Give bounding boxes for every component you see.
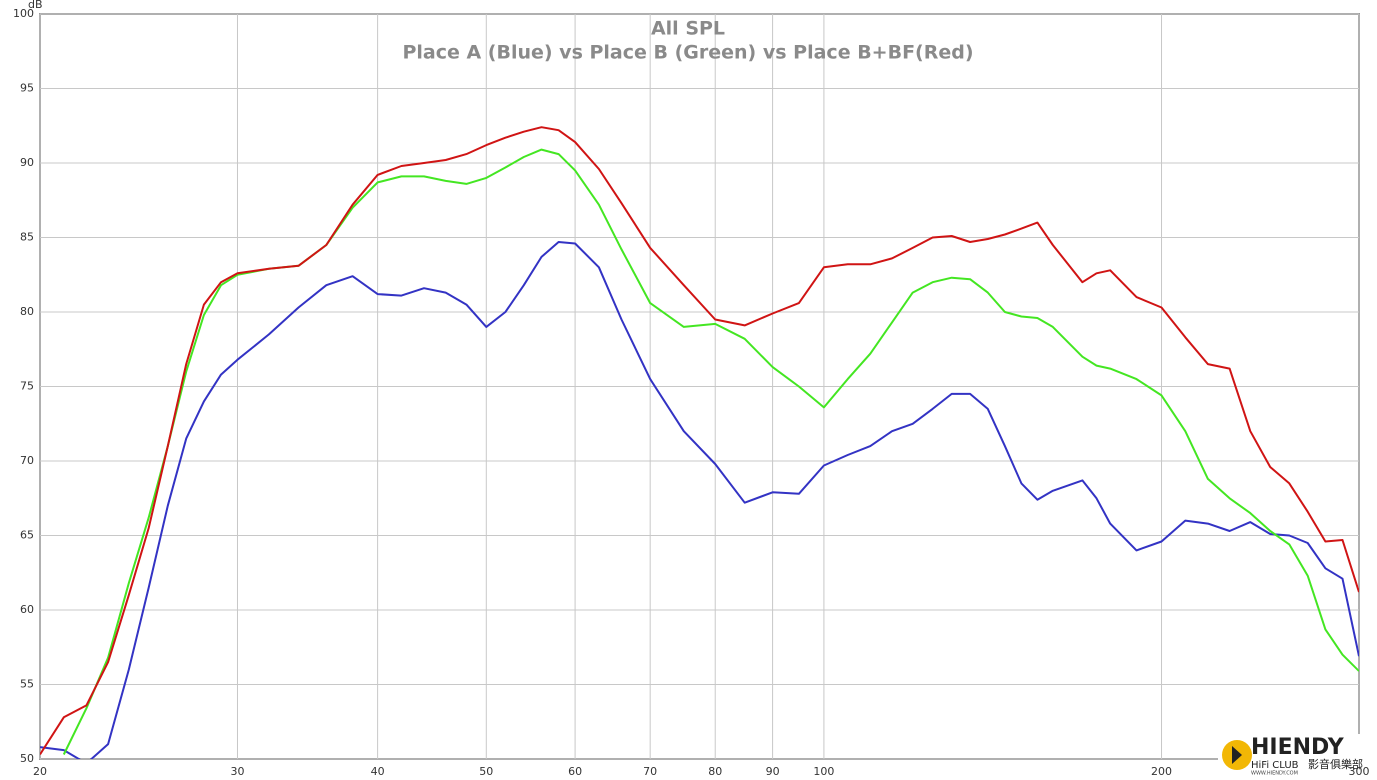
x-tick-label: 100 <box>813 765 834 778</box>
logo-brand: HIENDY <box>1251 735 1345 760</box>
y-tick-label: 70 <box>20 454 34 467</box>
grid <box>39 13 1360 760</box>
x-tick-label: 50 <box>479 765 493 778</box>
x-tick-label: 90 <box>766 765 780 778</box>
y-axis-label: dB <box>28 0 43 11</box>
lines <box>40 126 1359 759</box>
x-tick-label: 70 <box>643 765 657 778</box>
y-tick-label: 60 <box>20 603 34 616</box>
x-tick-label: 60 <box>568 765 582 778</box>
y-tick-label: 65 <box>20 529 34 542</box>
y-tick-label: 95 <box>20 82 34 95</box>
logo-icon-mark <box>1232 746 1242 764</box>
chart-title: All SPL <box>651 18 725 40</box>
y-tick-label: 90 <box>20 156 34 169</box>
y-tick-label: 80 <box>20 305 34 318</box>
logo-chinese: 影音俱樂部 <box>1308 757 1363 771</box>
chart-subtitle: Place A (Blue) vs Place B (Green) vs Pla… <box>402 42 973 64</box>
y-tick-label: 50 <box>20 752 34 765</box>
x-tick-label: 30 <box>230 765 244 778</box>
series-line <box>40 241 1359 759</box>
x-tick-label: 40 <box>371 765 385 778</box>
y-tick-label: 75 <box>20 380 34 393</box>
series-line <box>40 126 1359 756</box>
x-tick-label: 300 <box>1349 765 1370 778</box>
x-tick-label: 20 <box>33 765 47 778</box>
logo: HIENDY HiFi CLUB 影音俱樂部 WWW.HIENDY.COM <box>1218 734 1377 780</box>
x-tick-label: 80 <box>708 765 722 778</box>
y-tick-label: 85 <box>20 231 34 244</box>
logo-url: WWW.HIENDY.COM <box>1251 771 1298 777</box>
y-tick-label: 55 <box>20 678 34 691</box>
y-tick-label: 100 <box>13 7 34 20</box>
x-tick-label: 200 <box>1151 765 1172 778</box>
logo-tagline: HiFi CLUB <box>1251 760 1299 771</box>
